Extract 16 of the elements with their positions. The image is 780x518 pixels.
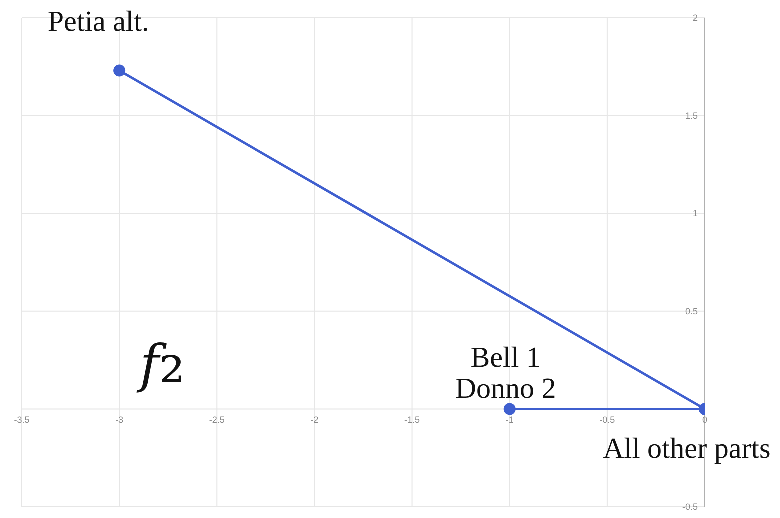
x-tick-label: -3.5	[14, 415, 30, 426]
x-tick-label: -0.5	[600, 415, 616, 426]
y-tick-label: 2	[692, 13, 698, 23]
y-tick-label: 1.5	[685, 110, 698, 121]
y-tick-label: 0.5	[685, 306, 698, 316]
annotation: Bell 1 Donno 2	[456, 342, 556, 406]
y-tick-label: -0.5	[682, 502, 698, 512]
x-tick-label: -1.5	[404, 415, 420, 426]
x-tick-label: -3	[116, 415, 124, 426]
x-tick-label: -2	[310, 415, 319, 426]
x-tick-label: -2.5	[209, 415, 225, 426]
annotation: f₂	[136, 323, 186, 398]
annotation: All other parts	[603, 433, 771, 466]
x-tick-label: -1	[506, 415, 514, 426]
annotation: Petia alt.	[48, 6, 150, 38]
y-tick-label: 1	[692, 208, 698, 219]
